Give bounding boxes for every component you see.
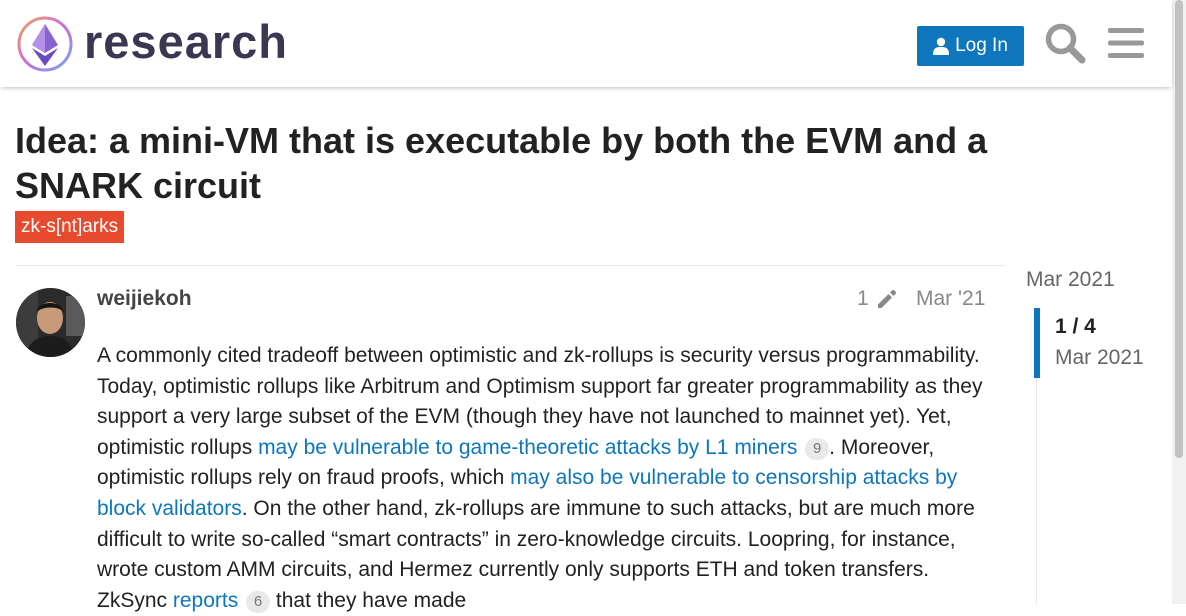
link-click-count: 9	[805, 437, 830, 460]
post-text: . Moreover, optimistic rollups rely on f…	[97, 435, 935, 490]
post-text: that they have made	[270, 588, 467, 612]
timeline-current-date: Mar 2021	[1055, 346, 1144, 369]
login-button[interactable]: Log In	[917, 26, 1024, 66]
category-badge[interactable]: zk-s[nt]arks	[15, 211, 125, 243]
edit-count: 1	[857, 287, 869, 310]
timeline-handle[interactable]	[1034, 308, 1040, 378]
user-icon	[933, 37, 950, 55]
timeline-start-date[interactable]: Mar 2021	[1026, 268, 1115, 291]
site-brand[interactable]: research	[84, 15, 288, 68]
search-icon[interactable]	[1044, 22, 1086, 64]
timeline-track[interactable]	[1036, 307, 1037, 604]
ethereum-diamond-logo[interactable]	[15, 14, 75, 74]
login-label: Log In	[955, 35, 1008, 56]
scrollbar-thumb[interactable]	[1175, 0, 1183, 458]
post-content: A commonly cited tradeoff between optimi…	[97, 341, 997, 616]
post-text: A commonly cited tradeoff between optimi…	[97, 344, 983, 459]
censorship-attacks-link[interactable]: may also be vulnerable to censorship att…	[97, 466, 958, 520]
zksync-reports-link[interactable]: reports	[172, 588, 239, 612]
timeline-position: 1 / 4	[1055, 315, 1096, 338]
edit-history[interactable]: 1	[857, 285, 899, 313]
site-header: research Log In	[0, 0, 1172, 87]
post-username[interactable]: weijiekoh	[97, 287, 192, 310]
hamburger-menu-icon[interactable]	[1106, 22, 1146, 64]
link-click-count: 6	[246, 590, 271, 613]
game-theoretic-attacks-link[interactable]: may be vulnerable to game-theoretic atta…	[258, 435, 798, 459]
topic-title[interactable]: Idea: a mini-VM that is executable by bo…	[15, 120, 988, 206]
title-divider	[15, 265, 1005, 266]
post-date[interactable]: Mar '21	[916, 287, 986, 310]
post-text: . On the other hand, zk-rollups are immu…	[97, 496, 975, 612]
user-avatar[interactable]	[16, 288, 85, 357]
page-scrollbar[interactable]	[1172, 0, 1186, 604]
pencil-icon	[877, 289, 896, 308]
